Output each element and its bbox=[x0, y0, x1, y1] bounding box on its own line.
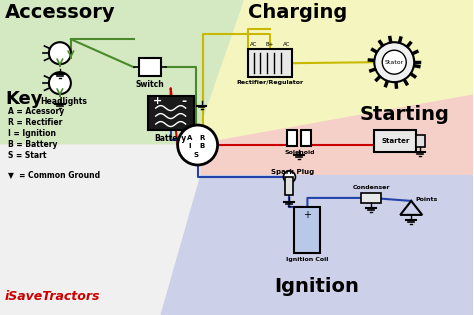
Text: Condenser: Condenser bbox=[353, 185, 390, 190]
Circle shape bbox=[374, 42, 414, 82]
Text: ▼  = Common Ground: ▼ = Common Ground bbox=[8, 170, 100, 179]
Polygon shape bbox=[0, 145, 200, 315]
Bar bbox=[285, 177, 293, 195]
Bar bbox=[287, 130, 297, 146]
Text: +: + bbox=[153, 96, 162, 106]
Text: iSaveTractors: iSaveTractors bbox=[5, 290, 100, 303]
Text: A: A bbox=[187, 135, 192, 141]
Circle shape bbox=[178, 125, 218, 165]
Text: Spark Plug: Spark Plug bbox=[272, 169, 315, 175]
Text: Charging: Charging bbox=[247, 3, 347, 22]
Circle shape bbox=[283, 171, 295, 183]
Text: Headlights: Headlights bbox=[40, 97, 87, 106]
Text: S = Start: S = Start bbox=[8, 151, 46, 160]
Text: R = Rectifier: R = Rectifier bbox=[8, 118, 63, 127]
Text: Rectifier/Regulator: Rectifier/Regulator bbox=[237, 80, 303, 85]
Text: Switch: Switch bbox=[136, 80, 164, 89]
Polygon shape bbox=[0, 0, 245, 145]
Text: Starter: Starter bbox=[381, 138, 410, 144]
Bar bbox=[361, 193, 381, 203]
Text: AC: AC bbox=[283, 42, 290, 47]
Text: B: B bbox=[199, 143, 204, 149]
Text: Battery: Battery bbox=[155, 134, 187, 143]
Bar bbox=[247, 49, 292, 77]
Text: I: I bbox=[188, 143, 191, 149]
Bar bbox=[416, 135, 425, 147]
Text: B = Battery: B = Battery bbox=[8, 140, 57, 149]
Text: +: + bbox=[303, 210, 311, 220]
Bar bbox=[374, 130, 416, 152]
Text: AC: AC bbox=[250, 42, 257, 47]
Text: S: S bbox=[193, 152, 198, 158]
Text: Accessory: Accessory bbox=[5, 3, 116, 22]
Text: R: R bbox=[199, 135, 204, 141]
Polygon shape bbox=[195, 0, 473, 145]
Text: I = Ignition: I = Ignition bbox=[8, 129, 56, 138]
Bar bbox=[139, 58, 161, 76]
Circle shape bbox=[382, 50, 406, 74]
Circle shape bbox=[49, 42, 71, 64]
Polygon shape bbox=[195, 95, 473, 175]
Text: Key: Key bbox=[5, 90, 43, 108]
Text: -: - bbox=[181, 94, 186, 108]
Text: Stator: Stator bbox=[384, 60, 404, 65]
Text: Ignition: Ignition bbox=[274, 277, 359, 296]
Circle shape bbox=[49, 72, 71, 94]
Bar bbox=[148, 96, 193, 130]
Polygon shape bbox=[160, 175, 473, 315]
Text: B+: B+ bbox=[266, 42, 274, 47]
Bar bbox=[301, 130, 311, 146]
Text: Points: Points bbox=[415, 197, 438, 202]
Text: Solenoid: Solenoid bbox=[284, 150, 315, 155]
Text: Ignition Coil: Ignition Coil bbox=[286, 257, 328, 262]
Text: A = Acessory: A = Acessory bbox=[8, 107, 64, 116]
Bar bbox=[294, 207, 320, 253]
Text: Starting: Starting bbox=[359, 105, 449, 124]
